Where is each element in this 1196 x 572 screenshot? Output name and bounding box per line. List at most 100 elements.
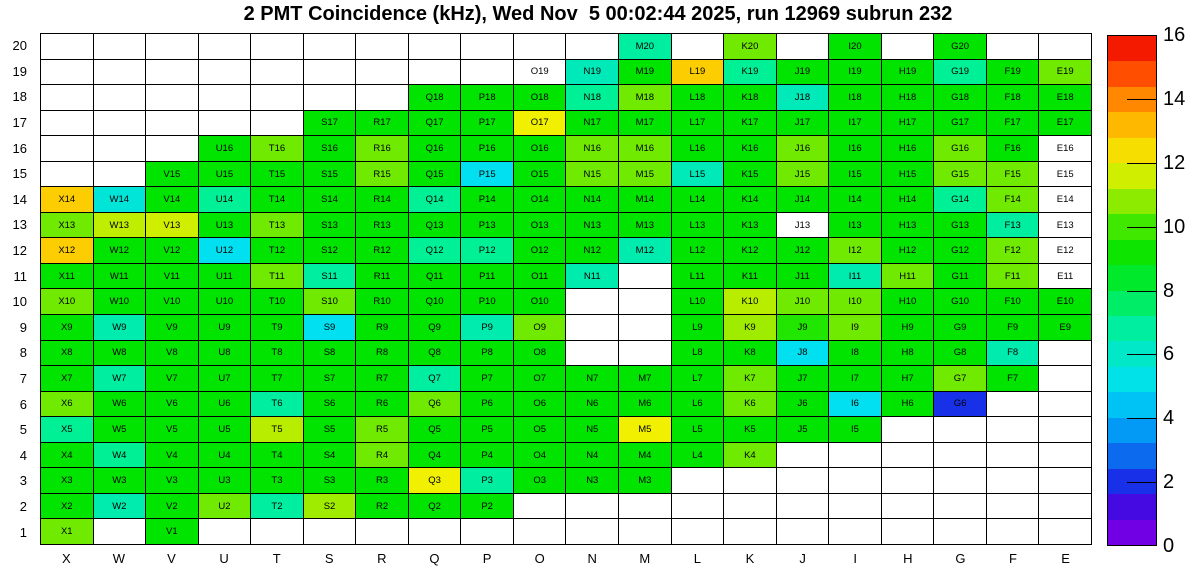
heatmap-cell-J3 [776,468,829,493]
heatmap-cell-L12: L12 [671,238,724,263]
heatmap-cell-O11: O11 [513,263,566,289]
heatmap-cell-S16: S16 [303,136,356,161]
heatmap-cell-P2: P2 [461,493,513,519]
heatmap-cell-G7: G7 [934,366,986,391]
heatmap-cell-F3 [986,468,1039,493]
heatmap-cell-Q6: Q6 [408,391,461,417]
heatmap-cell-S18 [303,85,356,110]
heatmap-cell-W2: W2 [93,493,146,519]
heatmap-cell-J10: J10 [776,289,829,315]
heatmap-cell-J8: J8 [776,340,829,366]
heatmap-cell-F15: F15 [986,161,1039,187]
heatmap-cell-F9: F9 [986,315,1039,340]
x-axis-label-U: U [219,550,229,566]
heatmap-cell-V11: V11 [146,263,198,289]
heatmap-cell-N18: N18 [566,85,619,110]
heatmap-cell-L10: L10 [671,289,724,315]
heatmap-cell-M17: M17 [619,110,671,136]
heatmap-cell-X9: X9 [41,315,93,340]
colorbar-band [1108,468,1156,495]
heatmap-cell-K6: K6 [724,391,776,417]
heatmap-cell-R17: R17 [356,110,408,136]
heatmap-cell-K1 [724,519,776,544]
heatmap-cell-E15: E15 [1039,161,1091,187]
heatmap-cell-P15: P15 [461,161,513,187]
heatmap-cell-N20 [566,34,619,59]
colorbar-tick-label: 10 [1163,216,1186,238]
heatmap-cell-H19: H19 [881,59,934,85]
x-axis-label-X: X [61,550,71,566]
heatmap-cell-V6: V6 [146,391,198,417]
heatmap-cell-M16: M16 [619,136,671,161]
heatmap-cell-U19 [198,59,251,85]
heatmap-cell-M2 [619,493,671,519]
heatmap-cell-N14: N14 [566,187,619,212]
heatmap-cell-H12: H12 [881,238,934,263]
heatmap-cell-P20 [461,34,513,59]
heatmap-cell-H13: H13 [881,212,934,238]
heatmap-cell-F7: F7 [986,366,1039,391]
heatmap-cell-Q8: Q8 [408,340,461,366]
heatmap-cell-W5: W5 [93,417,146,442]
heatmap-cell-O10: O10 [513,289,566,315]
colorbar-tick-label: 8 [1163,280,1175,302]
heatmap-cell-S8: S8 [303,340,356,366]
heatmap-cell-M15: M15 [619,161,671,187]
heatmap-cell-W12: W12 [93,238,146,263]
heatmap-cell-P16: P16 [461,136,513,161]
heatmap-cell-F16: F16 [986,136,1039,161]
heatmap-cell-E19: E19 [1039,59,1091,85]
heatmap-cell-V3: V3 [146,468,198,493]
heatmap-cell-K19: K19 [724,59,776,85]
heatmap-cell-U4: U4 [198,442,251,468]
heatmap-cell-N19: N19 [566,59,619,85]
heatmap-cell-O16: O16 [513,136,566,161]
x-axis-label-R: R [377,550,387,566]
heatmap-cell-N13: N13 [566,212,619,238]
heatmap-cell-I2 [829,493,881,519]
heatmap-cell-U7: U7 [198,366,251,391]
x-axis-label-I: I [853,550,858,566]
heatmap-cell-K12: K12 [724,238,776,263]
heatmap-cell-O17: O17 [513,110,566,136]
heatmap-cell-U9: U9 [198,315,251,340]
heatmap-cell-L14: L14 [671,187,724,212]
heatmap-cell-V17 [146,110,198,136]
heatmap-cell-I9: I9 [829,315,881,340]
heatmap-cell-Q5: Q5 [408,417,461,442]
heatmap-cell-U16: U16 [198,136,251,161]
heatmap-cell-R6: R6 [356,391,408,417]
heatmap-cell-R10: R10 [356,289,408,315]
heatmap-cell-R12: R12 [356,238,408,263]
heatmap-cell-H2 [881,493,934,519]
colorbar-band [1108,290,1156,316]
heatmap-cell-K18: K18 [724,85,776,110]
heatmap-cell-I20: I20 [829,34,881,59]
heatmap-cell-X16 [41,136,93,161]
heatmap-cell-X11: X11 [41,263,93,289]
heatmap-cell-X7: X7 [41,366,93,391]
heatmap-cell-X18 [41,85,93,110]
heatmap-cell-F18: F18 [986,85,1039,110]
heatmap-cell-N4: N4 [566,442,619,468]
heatmap-cell-L3 [671,468,724,493]
colorbar-tick-label: 16 [1163,24,1186,46]
heatmap-cell-M9 [619,315,671,340]
heatmap-cell-F4 [986,442,1039,468]
heatmap-cell-X19 [41,59,93,85]
heatmap-cell-M7: M7 [619,366,671,391]
x-axis-label-H: H [903,550,913,566]
heatmap-cell-L5: L5 [671,417,724,442]
heatmap-cell-J19: J19 [776,59,829,85]
heatmap-cell-V8: V8 [146,340,198,366]
heatmap-cell-E7 [1039,366,1091,391]
heatmap-cell-N15: N15 [566,161,619,187]
heatmap-cell-R18 [356,85,408,110]
heatmap-cell-S2: S2 [303,493,356,519]
x-axis-label-L: L [693,550,702,566]
colorbar-tick-label: 2 [1163,471,1175,493]
colorbar-tick [1127,35,1157,36]
heatmap-cell-S9: S9 [303,315,356,340]
heatmap-cell-I18: I18 [829,85,881,110]
heatmap-cell-U18 [198,85,251,110]
